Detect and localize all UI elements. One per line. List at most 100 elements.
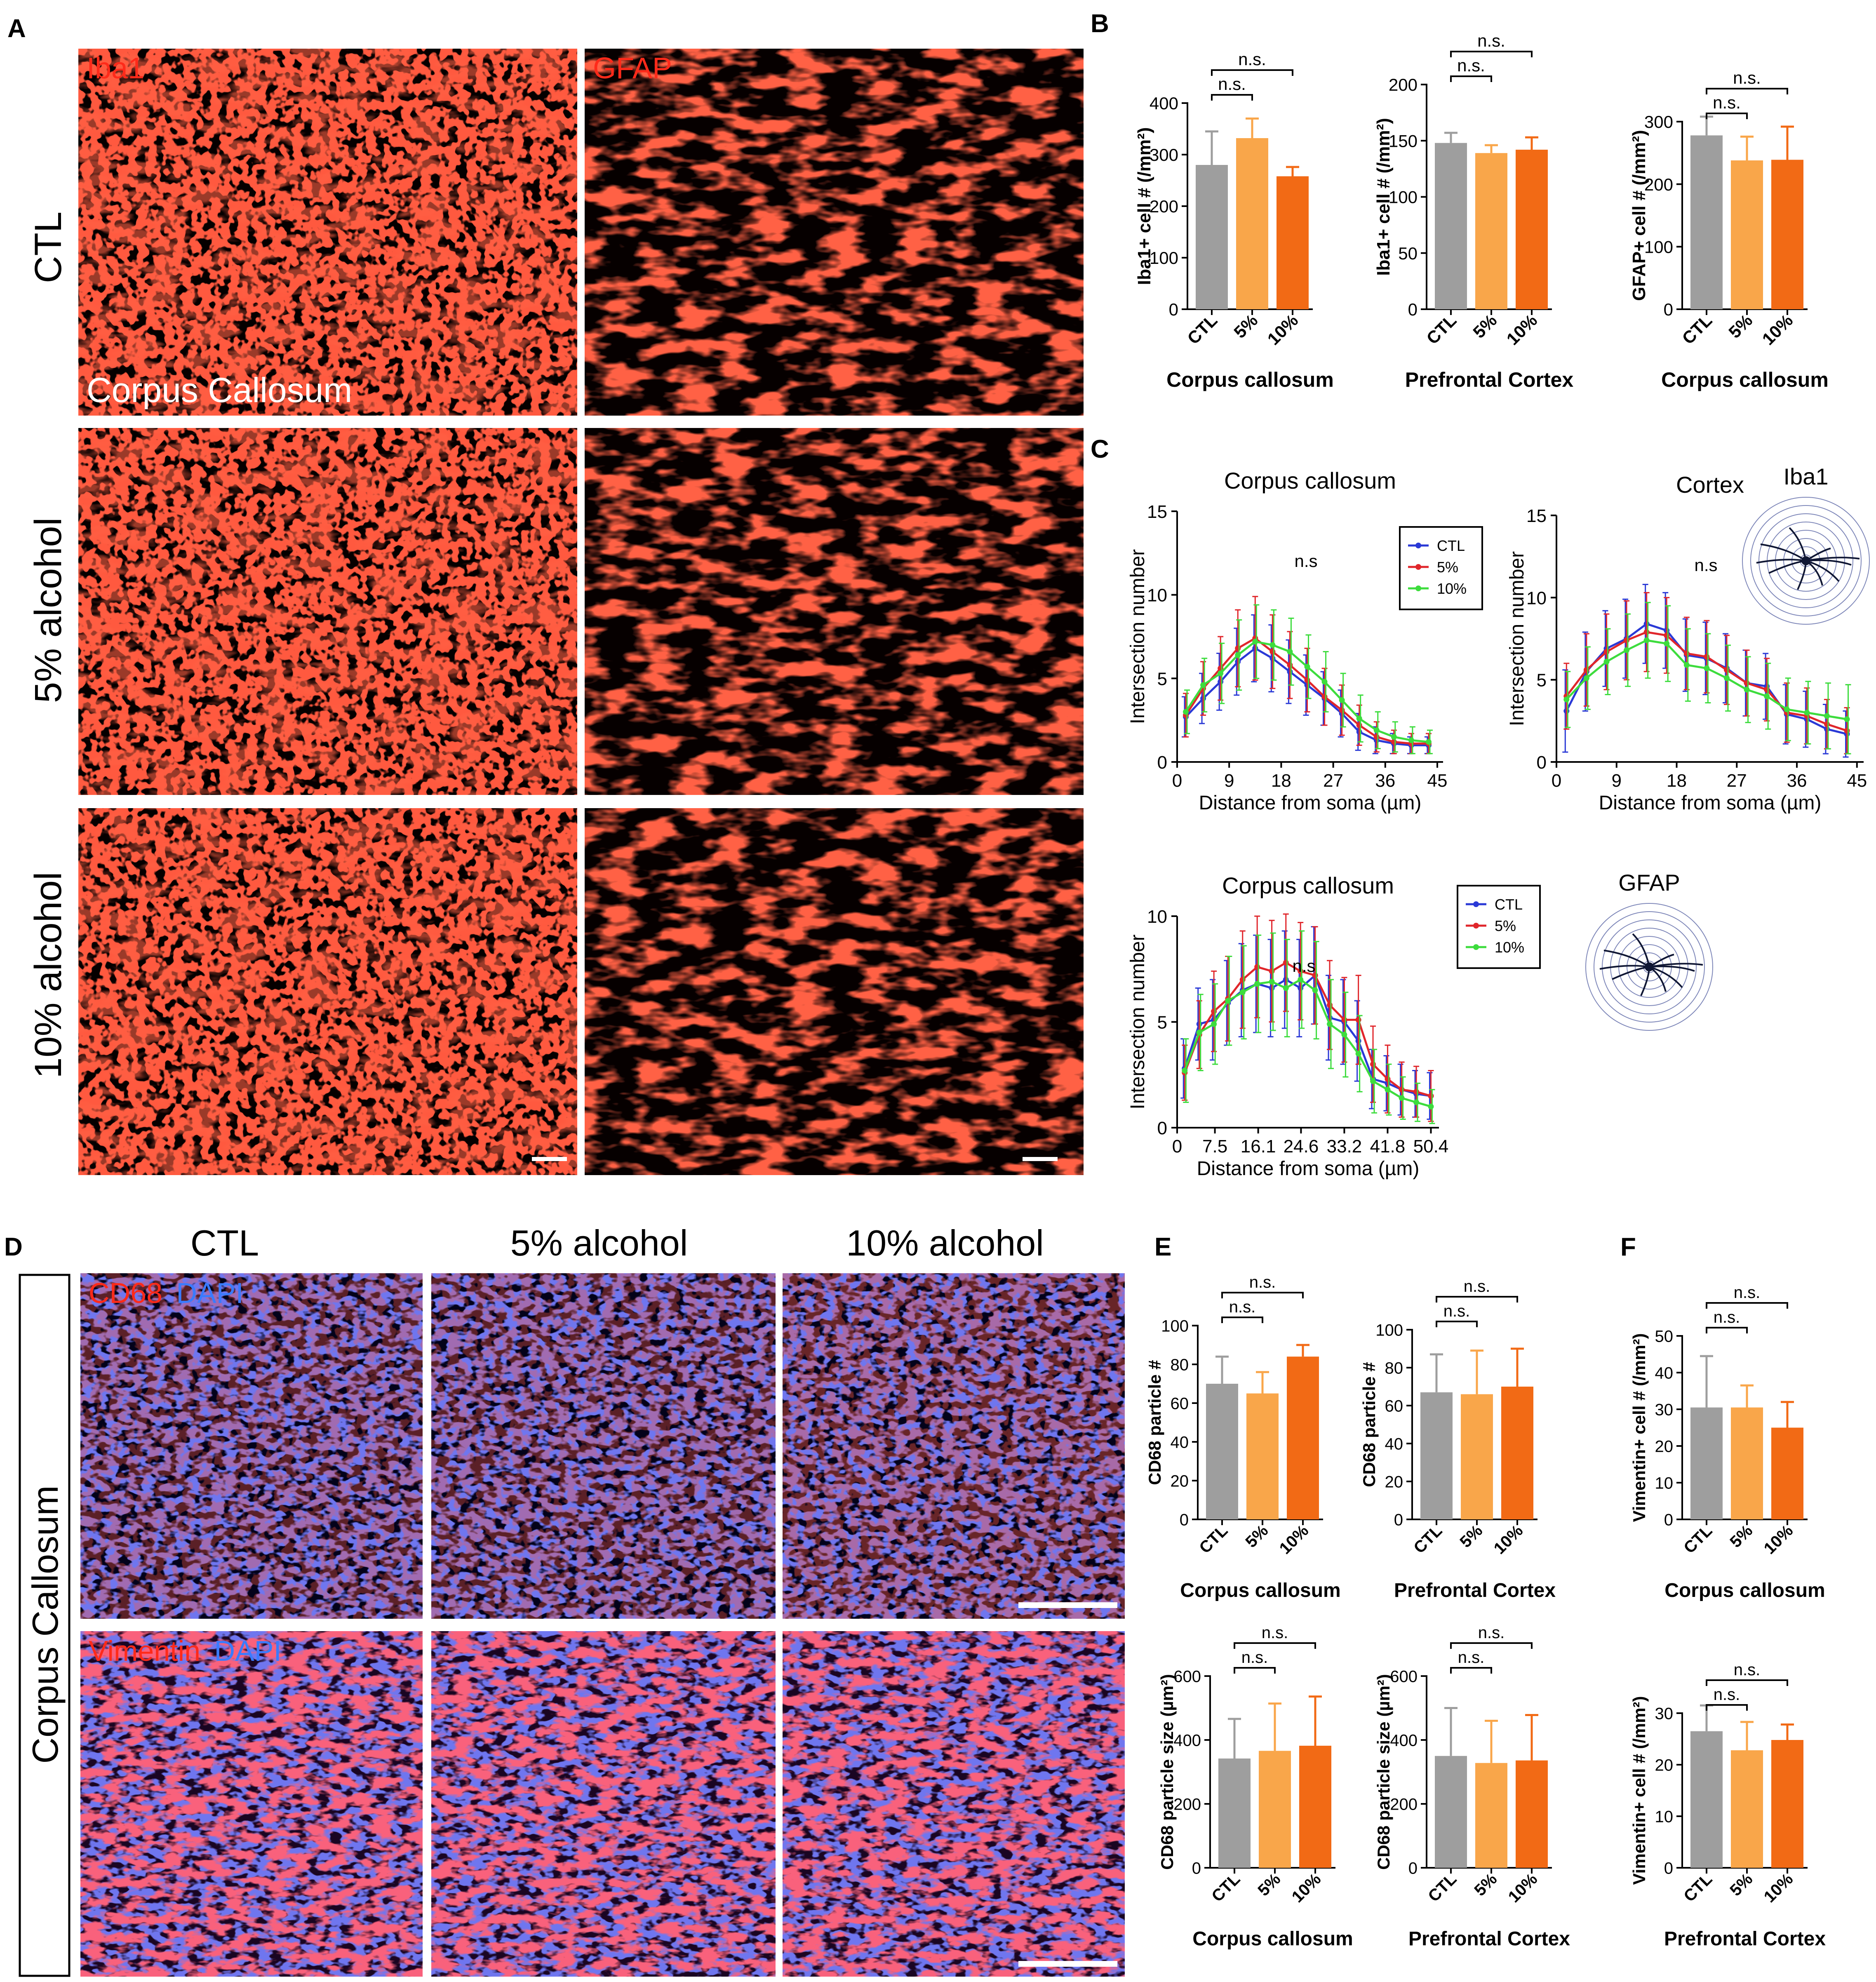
x-tick-label: 27 (1727, 771, 1747, 791)
sholl-ring (1594, 911, 1705, 1023)
category-label: CTL (1425, 1870, 1460, 1905)
legend-label: 10% (1495, 939, 1524, 956)
x-axis-label: Corpus callosum (1664, 1580, 1825, 1601)
bar-5pct (1731, 160, 1763, 309)
y-tick-label: 0 (1408, 300, 1418, 319)
legend-marker (1473, 944, 1479, 950)
stain-label-vimentin-dapi: Vimentin DAPI (89, 1635, 282, 1667)
data-point (1321, 679, 1328, 685)
bar-ctl (1206, 1384, 1238, 1519)
category-label: 5% (1726, 1870, 1756, 1900)
micrograph-cd68-10pct (783, 1273, 1125, 1619)
y-tick-label: 200 (1150, 197, 1178, 216)
bar-ctl (1196, 165, 1228, 309)
bar-ctl (1435, 143, 1467, 309)
significance-bracket (1234, 1667, 1276, 1674)
y-tick-label: 20 (1385, 1473, 1403, 1491)
y-tick-label: 0 (1537, 752, 1547, 773)
significance-bracket (1706, 1302, 1788, 1309)
bar-5pct (1236, 138, 1268, 309)
data-point (1704, 654, 1710, 660)
bar-chart-b1: 0 100 200 300 400 CTL 5% 10% n.s. n.s. Iba1+ cell … (1134, 49, 1334, 391)
legend: CTL 5% 10% (1457, 885, 1541, 969)
significance-bracket (1234, 1642, 1316, 1649)
sholl-ring (1742, 497, 1870, 625)
data-point (1235, 645, 1241, 651)
bar-10pct (1299, 1745, 1331, 1868)
line-chart-c2: 0 5 10 15 0 9 18 27 36 45 Cortex n.s Distance from s… (1506, 463, 1870, 814)
micrograph-vimentin-ctl (80, 1631, 423, 1977)
bar-ctl (1420, 1392, 1453, 1519)
x-axis-label: Prefrontal Cortex (1408, 1928, 1570, 1950)
significance-label: n.s. (1229, 1298, 1255, 1316)
y-tick-label: 50 (1655, 1327, 1674, 1345)
data-point (1339, 707, 1345, 713)
x-tick-label: 33.2 (1327, 1136, 1362, 1157)
y-axis-label: Vimentin+ cell # (/mm²) (1629, 1696, 1649, 1885)
x-tick-label: 18 (1271, 771, 1291, 791)
bar-ctl (1690, 1731, 1723, 1868)
column-title-ctl: CTL (190, 1223, 259, 1263)
category-label: CTL (1183, 310, 1221, 348)
data-point (1723, 667, 1730, 673)
data-point (1624, 637, 1630, 643)
data-point (1624, 647, 1630, 653)
y-tick-label: 0 (1664, 1859, 1673, 1877)
significance-bracket (1450, 1667, 1492, 1674)
data-point (1824, 713, 1830, 719)
bar-chart-b2: 0 50 100 150 200 CTL 5% 10% n.s. n.s. Iba1+ cell #… (1373, 31, 1573, 391)
y-tick-label: 40 (1655, 1364, 1674, 1382)
y-tick-label: 0 (1192, 1859, 1201, 1877)
stain-marker-vimentin: Vimentin (89, 1635, 200, 1667)
y-tick-label: 5 (1157, 669, 1167, 689)
y-tick-label: 50 (1398, 244, 1418, 263)
data-point (1643, 637, 1650, 643)
bar-5pct (1461, 1394, 1493, 1519)
y-tick-label: 0 (1157, 752, 1167, 773)
significance-bracket (1221, 1317, 1263, 1323)
category-label: CTL (1208, 1870, 1244, 1905)
cell-soma (1645, 962, 1654, 971)
bar-10pct (1771, 1740, 1803, 1868)
bar-5pct (1475, 153, 1507, 309)
cell-branch (1760, 543, 1807, 562)
data-point (1200, 682, 1206, 688)
y-tick-label: 10 (1147, 585, 1167, 606)
chart-title: Corpus callosum (1224, 468, 1396, 494)
category-label: CTL (1422, 310, 1460, 348)
annotation-ns: n.s (1694, 555, 1717, 575)
panel-d: CTL 5% alcohol 10% alcohol Corpus Callos… (19, 1223, 1125, 1977)
data-point (1664, 632, 1670, 639)
y-tick-label: 600 (1390, 1667, 1418, 1686)
micrograph-ctl-gfap (585, 49, 1084, 416)
data-point (1704, 665, 1710, 671)
data-point (1723, 675, 1730, 681)
annotation-ns: n.s (1294, 551, 1317, 571)
bar-chart-b3: 0 100 200 300 CTL 5% 10% n.s. n.s. GFAP+ cell # (… (1629, 68, 1829, 391)
x-tick-label: 36 (1787, 771, 1807, 791)
data-point (1370, 1061, 1376, 1067)
data-point (1664, 640, 1670, 647)
bar-chart-e1: 0 20 40 60 80 100 CTL 5% 10% n.s. n.s. CD68 particl… (1145, 1273, 1341, 1601)
data-point (1844, 728, 1850, 734)
data-point (1764, 687, 1770, 693)
bar-chart-e2: 0 20 40 60 80 100 CTL 5% 10% n.s. n.s. CD68 particl… (1359, 1277, 1556, 1601)
category-label: CTL (1196, 1521, 1231, 1557)
significance-bracket (1450, 75, 1492, 82)
significance-bracket (1450, 51, 1533, 57)
y-tick-label: 100 (1389, 188, 1418, 207)
category-label: 10% (1505, 1870, 1541, 1906)
region-label: Corpus Callosum (87, 371, 352, 409)
cell-branch (1768, 560, 1806, 574)
data-point (1312, 987, 1318, 993)
stain-counter-dapi: DAPI (214, 1635, 282, 1667)
category-label: 10% (1288, 1870, 1325, 1906)
bar-5pct (1475, 1763, 1507, 1868)
data-point (1287, 649, 1293, 655)
y-tick-label: 30 (1655, 1401, 1674, 1419)
y-tick-label: 300 (1644, 112, 1673, 132)
scale-bar (1023, 1157, 1058, 1161)
series-ctl (1180, 926, 1434, 1120)
line-chart-c1: 0 5 10 15 0 9 18 27 36 45 Corpus callosum n.s Distan… (1127, 468, 1483, 814)
panel-letter-d: D (4, 1233, 23, 1261)
